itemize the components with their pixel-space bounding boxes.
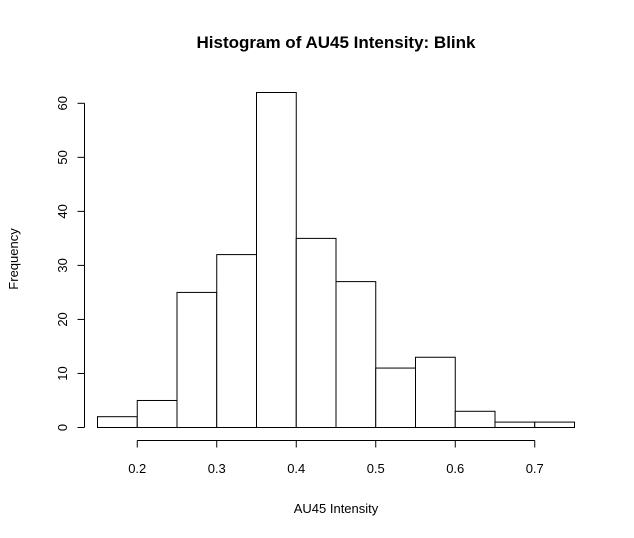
y-axis: 0 10 20 30 40 50 60 xyxy=(55,96,85,431)
histogram-bar xyxy=(216,254,257,428)
histogram-bar xyxy=(256,92,297,428)
y-tick-label: 60 xyxy=(55,96,70,110)
y-tick-label: 50 xyxy=(55,150,70,164)
histogram-bar xyxy=(415,356,456,428)
y-tick-label: 10 xyxy=(55,366,70,380)
histogram-bar xyxy=(454,410,496,428)
histogram-bar xyxy=(494,421,536,428)
histogram-bar xyxy=(295,237,337,428)
x-tick-label: 0.2 xyxy=(128,461,146,476)
y-tick-label: 30 xyxy=(55,258,70,272)
histogram-bar xyxy=(534,421,575,428)
histogram-bar xyxy=(335,281,377,429)
y-axis-label: Frequency xyxy=(6,228,21,290)
histogram-bar xyxy=(375,367,416,428)
y-tick-label: 20 xyxy=(55,312,70,326)
x-tick-label: 0.5 xyxy=(367,461,385,476)
y-tick-label: 0 xyxy=(55,424,70,431)
x-tick-label: 0.3 xyxy=(208,461,226,476)
bars-group xyxy=(97,92,575,429)
histogram-bar xyxy=(97,416,138,428)
x-tick-label: 0.4 xyxy=(287,461,305,476)
x-tick-label: 0.6 xyxy=(446,461,464,476)
histogram-bar xyxy=(136,399,178,428)
y-tick-label: 40 xyxy=(55,204,70,218)
histogram-bar xyxy=(176,291,218,428)
x-axis-label: AU45 Intensity xyxy=(294,501,379,516)
x-tick-label: 0.7 xyxy=(526,461,544,476)
chart-title: Histogram of AU45 Intensity: Blink xyxy=(197,33,477,52)
x-axis: 0.2 0.3 0.4 0.5 0.6 0.7 xyxy=(128,440,544,476)
